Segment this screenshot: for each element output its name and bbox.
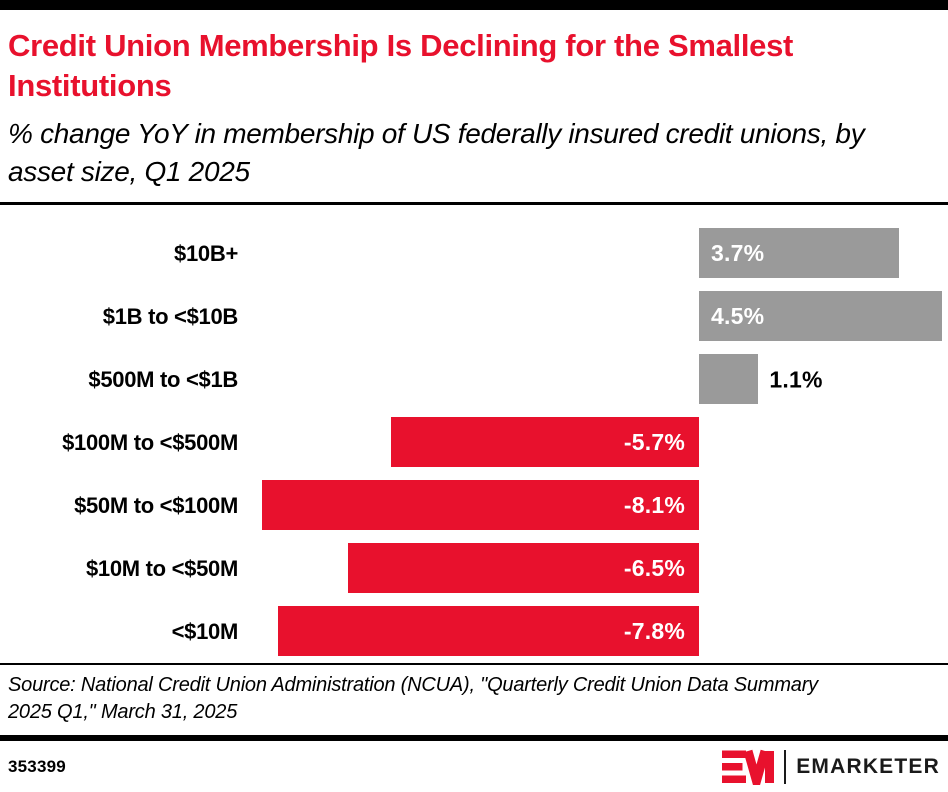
plot-area: 1.1% bbox=[248, 348, 948, 411]
chart-row: $1B to <$10B 4.5% bbox=[0, 285, 948, 348]
plot-area: -5.7% bbox=[248, 411, 948, 474]
brand-divider bbox=[784, 749, 787, 784]
value-label: -5.7% bbox=[623, 428, 685, 455]
chart-subtitle: % change YoY in membership of US federal… bbox=[8, 118, 865, 187]
category-label: $10M to <$50M bbox=[85, 555, 238, 581]
bar-negative: -6.5% bbox=[347, 543, 699, 594]
chart-row: <$10M -7.8% bbox=[0, 600, 948, 663]
chart-row: $10B+ 3.7% bbox=[0, 222, 948, 285]
plot-area: -8.1% bbox=[248, 474, 948, 537]
category-label: $50M to <$100M bbox=[74, 492, 238, 518]
bar-negative: -8.1% bbox=[261, 480, 699, 531]
chart-id: 353399 bbox=[8, 756, 66, 776]
bar-positive: 4.5% bbox=[699, 291, 943, 342]
value-label: -7.8% bbox=[623, 617, 685, 644]
bar-positive bbox=[699, 354, 759, 405]
category-label: $10B+ bbox=[174, 240, 238, 266]
chart-row: $500M to <$1B 1.1% bbox=[0, 348, 948, 411]
plot-area: 3.7% bbox=[248, 222, 948, 285]
category-label: $1B to <$10B bbox=[102, 303, 239, 329]
plot-area: 4.5% bbox=[248, 285, 948, 348]
top-rule bbox=[0, 0, 948, 10]
chart-row: $10M to <$50M -6.5% bbox=[0, 537, 948, 600]
header-rule bbox=[0, 202, 948, 206]
brand-name: EMARKETER bbox=[796, 754, 940, 778]
bar-chart: $10B+ 3.7% $1B to <$10B 4.5% $500M to <$1B 1.… bbox=[0, 205, 948, 663]
value-label: -6.5% bbox=[623, 554, 685, 581]
value-label: 4.5% bbox=[711, 302, 765, 329]
chart-row: $100M to <$500M -5.7% bbox=[0, 411, 948, 474]
brand-lockup: EMARKETER bbox=[722, 749, 940, 785]
bar-negative: -5.7% bbox=[391, 417, 699, 468]
bar-positive: 3.7% bbox=[699, 228, 899, 279]
value-label: 1.1% bbox=[769, 366, 823, 393]
emarketer-logo-icon bbox=[722, 749, 775, 785]
category-label: $500M to <$1B bbox=[88, 366, 238, 392]
category-label: $100M to <$500M bbox=[62, 429, 238, 455]
value-label: 3.7% bbox=[711, 239, 765, 266]
bar-negative: -7.8% bbox=[277, 606, 699, 657]
category-label: <$10M bbox=[171, 618, 239, 644]
plot-area: -6.5% bbox=[248, 537, 948, 600]
footer: 353399 EMARKETER bbox=[0, 741, 948, 792]
footer-rule bbox=[0, 735, 948, 742]
chart-row: $50M to <$100M -8.1% bbox=[0, 474, 948, 537]
source-text: Source: National Credit Union Administra… bbox=[8, 674, 818, 723]
value-label: -8.1% bbox=[623, 491, 685, 518]
plot-area: -7.8% bbox=[248, 600, 948, 663]
source-block: Source: National Credit Union Administra… bbox=[0, 663, 948, 735]
chart-title: Credit Union Membership Is Declining for… bbox=[8, 28, 794, 103]
header: Credit Union Membership Is Declining for… bbox=[0, 10, 948, 202]
